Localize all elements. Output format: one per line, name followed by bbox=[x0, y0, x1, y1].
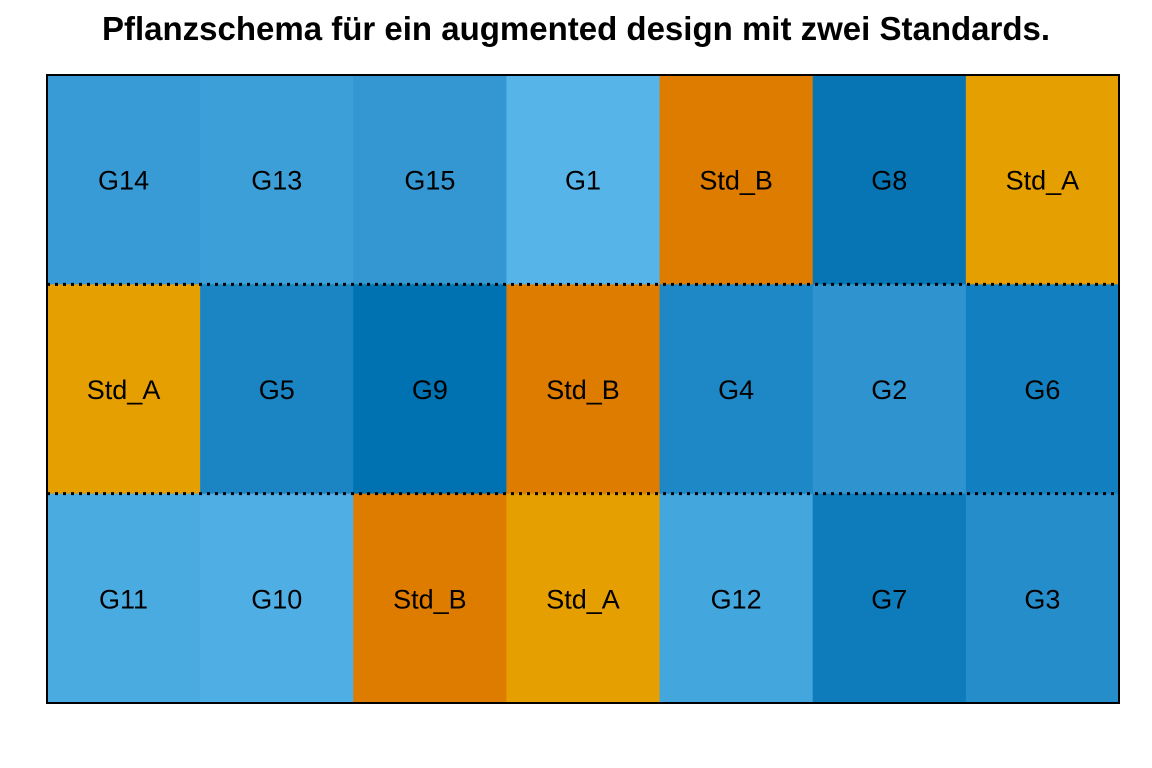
cell-label-r2-c2: G5 bbox=[259, 375, 295, 405]
cell-label-r2-c7: G6 bbox=[1024, 375, 1060, 405]
plot-cell-r3-c1 bbox=[47, 493, 201, 704]
plot-cell-r1-c6 bbox=[812, 75, 967, 285]
plot-cell-r2-c7 bbox=[965, 284, 1120, 495]
cell-label-r3-c7: G3 bbox=[1024, 584, 1060, 614]
cell-label-r1-c3: G15 bbox=[404, 166, 455, 196]
cell-label-r2-c3: G9 bbox=[412, 375, 448, 405]
plot-cell-r3-c7 bbox=[965, 493, 1120, 704]
chart-title: Pflanzschema für ein augmented design mi… bbox=[101, 10, 1051, 47]
cell-label-r1-c7: Std_A bbox=[1006, 166, 1080, 196]
plot-cell-r3-c4 bbox=[506, 493, 661, 704]
cell-label-r2-c4: Std_B bbox=[546, 375, 620, 405]
cell-label-r2-c5: G4 bbox=[718, 375, 754, 405]
plot-labels: G14 G13 G15 G1 Std_B G8 Std_A Std_A G5 G9 Std_B G4 G… bbox=[87, 166, 1079, 615]
plot-cell-r3-c6 bbox=[812, 493, 967, 704]
plot-cell-r1-c5 bbox=[659, 75, 814, 285]
cell-label-r3-c1: G11 bbox=[99, 584, 148, 614]
plot-cell-r1-c7 bbox=[965, 75, 1120, 285]
plot-cell-r1-c2 bbox=[200, 75, 354, 285]
plot-cells bbox=[47, 75, 1120, 704]
cell-label-r1-c5: Std_B bbox=[699, 166, 773, 196]
plot-cell-r1-c4 bbox=[506, 75, 661, 285]
plot-cell-r2-c3 bbox=[353, 284, 507, 495]
cell-label-r3-c2: G10 bbox=[251, 584, 302, 614]
plot-cell-r1-c3 bbox=[353, 75, 507, 285]
cell-label-r1-c6: G8 bbox=[871, 166, 907, 196]
plot-frame bbox=[46, 74, 1120, 704]
plot-cell-r1-c1 bbox=[47, 75, 201, 285]
cell-label-r3-c6: G7 bbox=[871, 584, 907, 614]
plot-cell-r3-c5 bbox=[659, 493, 814, 704]
cell-label-r1-c1: G14 bbox=[98, 166, 149, 196]
cell-label-r1-c2: G13 bbox=[251, 166, 302, 196]
block-separators bbox=[47, 282, 1119, 496]
cell-label-r3-c4: Std_A bbox=[546, 584, 620, 614]
cell-label-r3-c3: Std_B bbox=[393, 584, 467, 614]
plot-cell-r3-c2 bbox=[200, 493, 354, 704]
cell-label-r1-c4: G1 bbox=[565, 166, 601, 196]
plot-cell-r2-c2 bbox=[200, 284, 354, 495]
cell-label-r2-c6: G2 bbox=[871, 375, 907, 405]
cell-label-r2-c1: Std_A bbox=[87, 375, 161, 405]
plot-cell-r2-c1 bbox=[47, 284, 201, 495]
plot-cell-r2-c6 bbox=[812, 284, 967, 495]
plot-cell-r2-c5 bbox=[659, 284, 814, 495]
cell-label-r3-c5: G12 bbox=[711, 584, 762, 614]
plot-cell-r3-c3 bbox=[353, 493, 507, 704]
plot-cell-r2-c4 bbox=[506, 284, 661, 495]
